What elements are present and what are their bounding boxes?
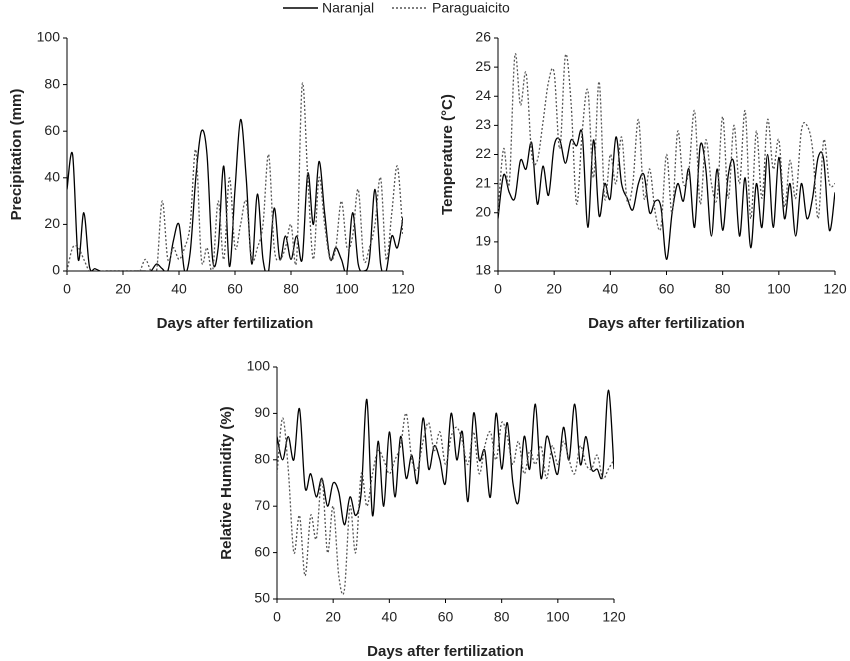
y-tick-label: 0 [52,262,60,278]
x-axis-label: Days after fertilization [367,643,524,660]
chart: 50 60 70 80 90 100 0 20 40 60 80 100 120 Days after f… [218,358,626,660]
y-tick-label: 20 [475,203,491,219]
x-tick-label: 60 [227,281,243,297]
y-tick-label: 60 [44,122,60,138]
x-tick-label: 60 [659,281,675,297]
x-tick-label: 40 [382,609,398,625]
y-tick-label: 70 [254,497,270,513]
x-tick-label: 20 [115,281,131,297]
y-tick-label: 80 [44,75,60,91]
x-tick-label: 120 [823,281,847,297]
x-tick-label: 60 [438,609,454,625]
chart: 0 20 40 60 80 100 0 20 40 60 80 100 120 Days after fe… [8,29,415,332]
chart: 18 19 20 21 22 23 24 25 26 0 20 40 60 80 100 120 Days af… [439,29,847,332]
x-tick-label: 120 [602,609,626,625]
y-tick-label: 50 [254,590,270,606]
x-tick-label: 80 [283,281,299,297]
y-tick-label: 100 [247,358,271,374]
data-line [67,82,403,271]
x-axis-label: Days after fertilization [588,315,745,332]
data-line [498,129,835,261]
x-tick-label: 80 [715,281,731,297]
y-tick-label: 60 [254,543,270,559]
data-line [277,389,614,526]
y-tick-label: 80 [254,451,270,467]
y-tick-label: 20 [44,215,60,231]
x-tick-label: 0 [273,609,281,625]
x-tick-label: 40 [603,281,619,297]
y-tick-label: 23 [475,116,491,132]
data-line [498,52,835,232]
y-tick-label: 90 [254,404,270,420]
y-tick-label: 25 [475,58,491,74]
y-tick-label: 26 [475,29,491,45]
y-tick-label: 19 [475,233,491,249]
legend-label: Paraguaicito [432,0,510,16]
data-line [67,118,403,271]
y-tick-label: 21 [475,174,491,190]
data-line [277,412,614,596]
y-axis-label: Precipitation (mm) [8,89,25,221]
y-tick-label: 18 [475,262,491,278]
x-tick-label: 100 [546,609,570,625]
x-tick-label: 0 [494,281,502,297]
y-tick-label: 24 [475,87,491,103]
legend: Naranjal Paraguaicito [283,0,510,16]
y-axis-label: Relative Humidity (%) [218,406,235,559]
x-tick-label: 100 [767,281,791,297]
x-tick-label: 100 [335,281,359,297]
y-tick-label: 22 [475,145,491,161]
legend-label: Naranjal [322,0,374,16]
x-tick-label: 40 [171,281,187,297]
x-tick-label: 0 [63,281,71,297]
y-axis-label: Temperature (°C) [439,94,456,215]
x-tick-label: 20 [325,609,341,625]
x-tick-label: 20 [546,281,562,297]
y-tick-label: 40 [44,169,60,185]
x-axis-label: Days after fertilization [157,315,314,332]
x-tick-label: 80 [494,609,510,625]
x-tick-label: 120 [391,281,415,297]
y-tick-label: 100 [37,29,61,45]
